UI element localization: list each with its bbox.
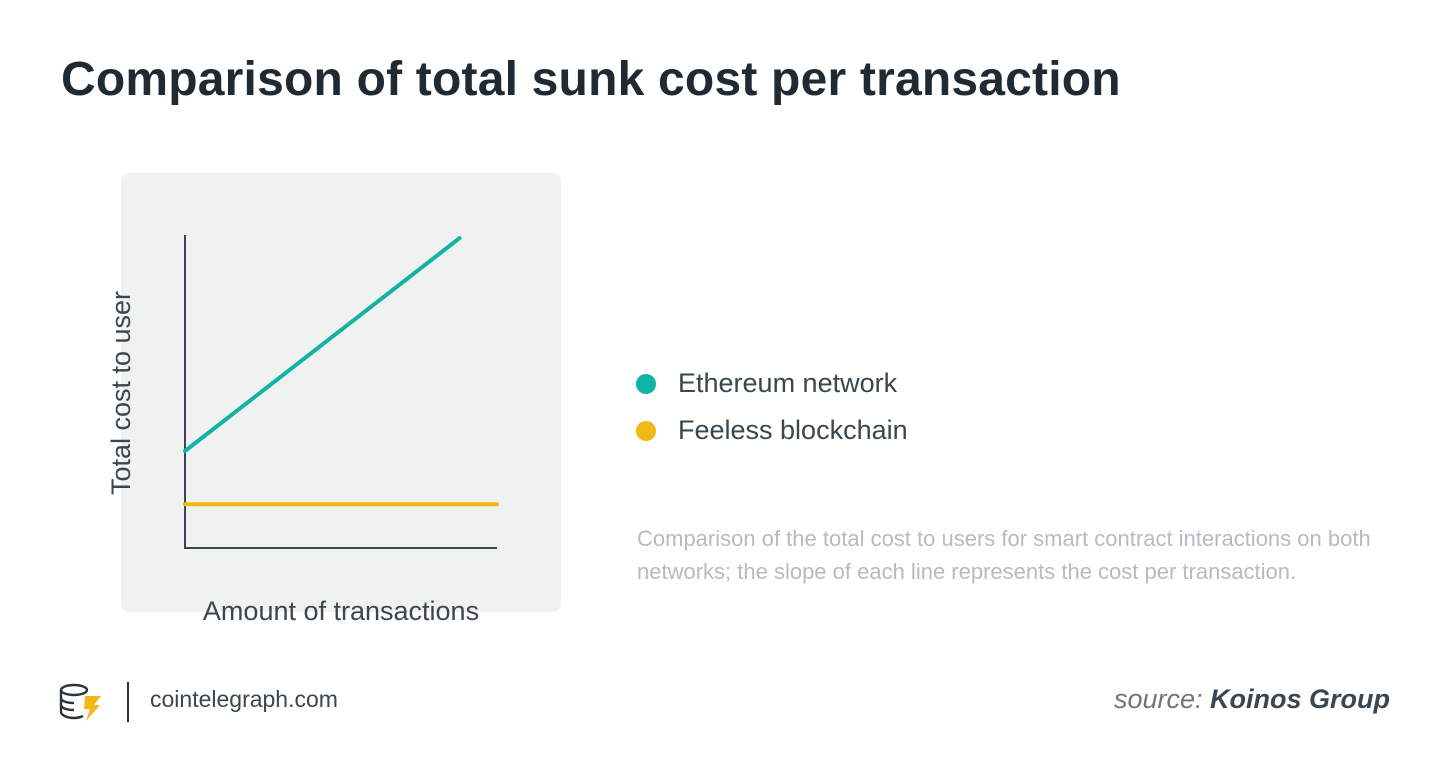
legend-item-ethereum-network: Ethereum network: [636, 360, 908, 407]
legend-item-feeless-blockchain: Feeless blockchain: [636, 407, 908, 454]
series-line-ethereum-network: [183, 236, 462, 453]
source-credit: source: Koinos Group: [1114, 684, 1390, 715]
chart-panel: [121, 173, 561, 612]
legend-label: Ethereum network: [678, 368, 898, 398]
legend: Ethereum network Feeless blockchain: [636, 360, 908, 454]
source-prefix: source:: [1113, 684, 1203, 714]
source-name: Koinos Group: [1210, 684, 1390, 714]
legend-swatch: [636, 420, 656, 441]
legend-label: Feeless blockchain: [678, 415, 908, 445]
legend-swatch: [636, 373, 656, 394]
page-title: Comparison of total sunk cost per transa…: [61, 53, 1121, 106]
footer-divider: [127, 682, 129, 722]
y-axis-label: Total cost to user: [106, 291, 136, 495]
series-layer: [183, 236, 499, 507]
footer-site: cointelegraph.com: [150, 686, 338, 712]
cointelegraph-logo-icon: [59, 683, 101, 721]
chart-caption: Comparison of the total cost to users fo…: [637, 526, 1371, 584]
x-axis-label: Amount of transactions: [203, 596, 479, 626]
